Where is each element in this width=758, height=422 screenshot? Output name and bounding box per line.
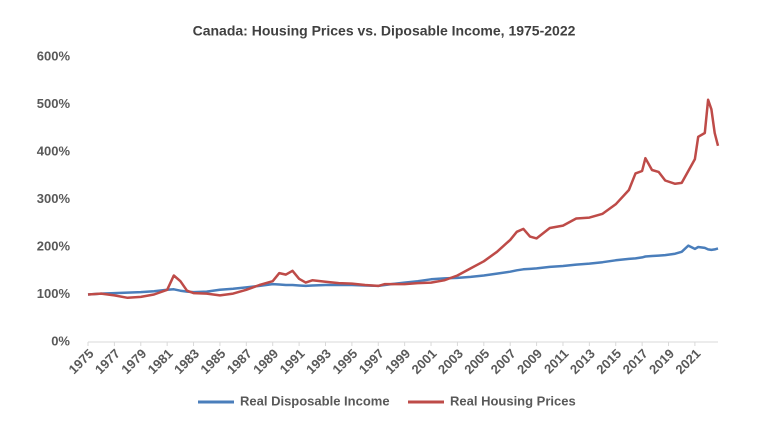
x-tick-label: 2019 <box>646 346 677 377</box>
chart-title: Canada: Housing Prices vs. Diposable Inc… <box>193 23 576 39</box>
x-tick-label: 2011 <box>541 346 572 377</box>
line-series <box>87 244 719 296</box>
y-tick-label: 100% <box>37 286 71 301</box>
y-tick-label: 200% <box>37 238 71 253</box>
x-tick-label: 1997 <box>356 346 387 377</box>
x-tick-label: 1985 <box>197 346 228 377</box>
x-tick-label: 1983 <box>171 346 202 377</box>
x-tick-label: 2017 <box>620 346 651 377</box>
x-tick-label: 2007 <box>488 346 519 377</box>
legend-label: Real Housing Prices <box>450 393 576 408</box>
y-tick-label: 600% <box>37 48 71 63</box>
x-tick-label: 2013 <box>567 346 598 377</box>
x-tick-label: 2005 <box>461 346 492 377</box>
x-tick-label: 2009 <box>514 346 545 377</box>
x-tick-label: 1991 <box>277 346 308 377</box>
x-tick-label: 2001 <box>409 346 440 377</box>
x-tick-label: 1977 <box>92 346 123 377</box>
x-tick-label: 1975 <box>65 346 96 377</box>
x-tick-label: 2021 <box>672 346 703 377</box>
x-tick-label: 1981 <box>145 346 176 377</box>
legend-label: Real Disposable Income <box>240 393 390 408</box>
y-tick-label: 300% <box>37 191 71 206</box>
x-tick-label: 1999 <box>382 346 413 377</box>
x-tick-label: 2015 <box>593 346 624 377</box>
line-series <box>87 98 720 300</box>
x-tick-label: 1979 <box>118 346 149 377</box>
y-tick-label: 0% <box>51 333 70 348</box>
x-tick-label: 2003 <box>435 346 466 377</box>
x-tick-label: 1987 <box>224 346 255 377</box>
y-tick-label: 500% <box>37 96 71 111</box>
x-tick-label: 1989 <box>250 346 281 377</box>
y-tick-label: 400% <box>37 143 71 158</box>
x-tick-label: 1993 <box>303 346 334 377</box>
x-tick-label: 1995 <box>329 346 360 377</box>
